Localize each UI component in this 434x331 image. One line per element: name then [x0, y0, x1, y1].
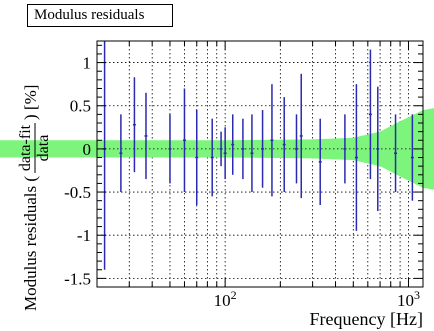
y-tick-label: -1.5 — [64, 269, 91, 288]
x-tick-label-exponent: 2 — [231, 288, 237, 302]
y-axis-label-suffix: ) [%] — [21, 85, 40, 120]
x-axis-label: Frequency [Hz] — [310, 309, 423, 329]
y-tick-label: 0 — [83, 140, 92, 159]
plot-frame — [96, 40, 424, 288]
y-axis-label-fraction-bottom: data — [35, 135, 52, 162]
y-tick-label: -0.5 — [64, 183, 91, 202]
x-tick-label: 102 — [214, 288, 237, 310]
y-axis-label: Modulus residuals ( data-fit data ) [%] — [17, 85, 52, 311]
chart-title: Modulus residuals — [27, 4, 173, 27]
x-tick-label-exponent: 3 — [414, 288, 420, 302]
x-tick-label-base: 10 — [397, 291, 414, 310]
y-axis-label-fraction-top: data-fit — [17, 124, 34, 171]
y-axis-label-prefix: Modulus residuals ( — [21, 176, 40, 311]
x-tick-label-base: 10 — [214, 291, 231, 310]
y-tick-label: 1 — [83, 54, 92, 73]
y-tick-label: 0.5 — [70, 97, 91, 116]
y-tick-label: -1 — [77, 226, 91, 245]
x-tick-label: 103 — [397, 288, 420, 310]
